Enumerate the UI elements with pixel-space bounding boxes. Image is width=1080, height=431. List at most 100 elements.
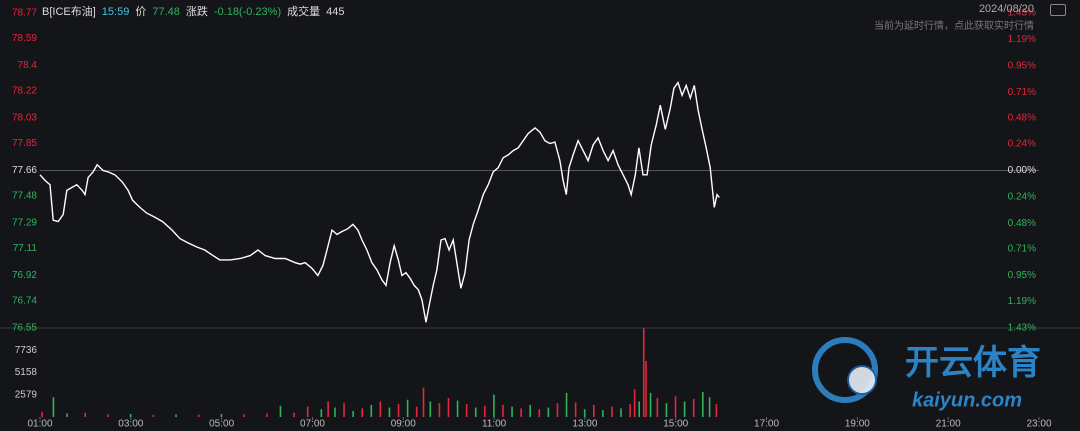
volume-bar [556, 403, 559, 417]
volume-bar [293, 412, 295, 417]
price-label: 价 [135, 6, 147, 18]
volume-bar [279, 405, 282, 417]
volume-bar [692, 398, 695, 417]
volume-bar [708, 397, 711, 417]
volume-bar [41, 411, 43, 417]
volume-bar [674, 396, 677, 417]
volume-bar [175, 414, 177, 417]
x-tick-label: 03:00 [118, 419, 143, 430]
volume-bar [352, 410, 354, 417]
quote-header: B[ICE布油] 15:59 价 77.48 涨跌 -0.18(-0.23%) 成交量 445 [42, 3, 350, 19]
volume-bar [52, 397, 55, 417]
volume-bar [574, 402, 577, 417]
volume-bar [565, 392, 568, 417]
x-tick-label: 17:00 [754, 419, 779, 430]
volume-bar [511, 406, 513, 417]
volume-bar [529, 404, 532, 417]
volume-bar [538, 409, 541, 417]
y2-tick-label: 1.43% [1008, 323, 1036, 334]
volume-bar [447, 398, 450, 417]
y2-tick-label: 0.71% [1008, 87, 1036, 98]
watermark-text: 开云体育 [905, 344, 1041, 382]
x-tick-label: 01:00 [27, 419, 52, 430]
date: 2024/08/20 [978, 3, 1034, 15]
volume-bar [370, 404, 373, 417]
volume-bar [438, 403, 441, 417]
x-tick-label: 15:00 [663, 419, 688, 430]
volume-bar [620, 408, 622, 417]
watermark-ball [847, 365, 877, 395]
symbol: B[ICE布油] [42, 6, 96, 18]
volume-bar [320, 409, 323, 417]
volume-bar [107, 414, 109, 417]
volume-bar [629, 404, 631, 417]
y2-tick-label: 1.19% [1008, 34, 1036, 45]
change-label: 涨跌 [185, 6, 208, 18]
y-tick-label: 77.11 [13, 243, 38, 254]
x-tick-label: 19:00 [845, 419, 870, 430]
volume-bar [197, 414, 200, 417]
volume-bar [220, 413, 223, 417]
y-tick-label: 77.48 [12, 191, 37, 202]
volume-bar [422, 387, 425, 417]
watermark-url: kaiyun.com [912, 389, 1022, 411]
price-line [39, 80, 720, 323]
x-tick-label: 05:00 [209, 419, 234, 430]
y-tick-label: 77.85 [12, 138, 37, 149]
volume: 445 [326, 6, 345, 18]
volume-bar [701, 391, 704, 417]
y2-tick-label: 1.19% [1008, 296, 1036, 307]
y-tick-label: 77.29 [12, 218, 37, 229]
volume-bar [633, 389, 636, 417]
volume-bar [465, 404, 468, 417]
volume-bar [484, 405, 486, 417]
volume-bar [520, 408, 522, 417]
volume-bar [152, 414, 155, 417]
volume-bar [474, 407, 477, 417]
x-tick-label: 13:00 [572, 419, 597, 430]
y2-tick-label: 0.48% [1008, 112, 1036, 123]
volume-bar [388, 407, 391, 417]
volume-bar [638, 401, 640, 417]
volume-bar [243, 414, 245, 417]
volume-bar [361, 408, 364, 417]
volume-bar [715, 404, 718, 417]
volume-label: 成交量 [287, 6, 321, 18]
volume-bar [327, 401, 329, 417]
volume-bar [656, 398, 659, 417]
y2-tick-label: 1.43% [1008, 8, 1036, 19]
y2-tick-label: 0.24% [1008, 192, 1036, 203]
volume-bar [645, 360, 647, 417]
volume-bar [602, 410, 604, 417]
y-tick-label: 2579 [15, 389, 38, 400]
settings-icon[interactable] [1050, 4, 1066, 16]
watermark-logo [812, 337, 878, 403]
delay-notice[interactable]: 当前为延时行情，点此获取实时行情 [874, 21, 1034, 32]
x-tick-label: 21:00 [936, 419, 961, 430]
volume-bar [665, 403, 668, 417]
y2-tick-label: 0.48% [1008, 218, 1036, 229]
volume-bar [456, 400, 459, 417]
time: 15:59 [101, 6, 130, 18]
volume-bar [66, 413, 68, 417]
price: 77.48 [152, 6, 180, 18]
volume-bar [547, 407, 550, 417]
volume-bar [415, 406, 418, 417]
volume-bar [502, 404, 504, 417]
volume-bar [429, 401, 432, 417]
volume-bar [84, 412, 87, 417]
change: -0.18(-0.23%) [213, 6, 282, 18]
x-tick-label: 07:00 [300, 419, 325, 430]
x-tick-label: 09:00 [391, 419, 416, 430]
volume-bar [334, 407, 336, 417]
volume-bar [493, 394, 495, 417]
y-tick-label: 5158 [15, 367, 38, 378]
volume-bar [129, 413, 132, 417]
volume-bar [583, 409, 586, 417]
y2-tick-label: 0.24% [1008, 139, 1036, 150]
y-tick-label: 76.92 [12, 270, 37, 281]
y2-tick-label: 0.95% [1008, 270, 1036, 281]
y-tick-label: 77.66 [12, 165, 37, 176]
